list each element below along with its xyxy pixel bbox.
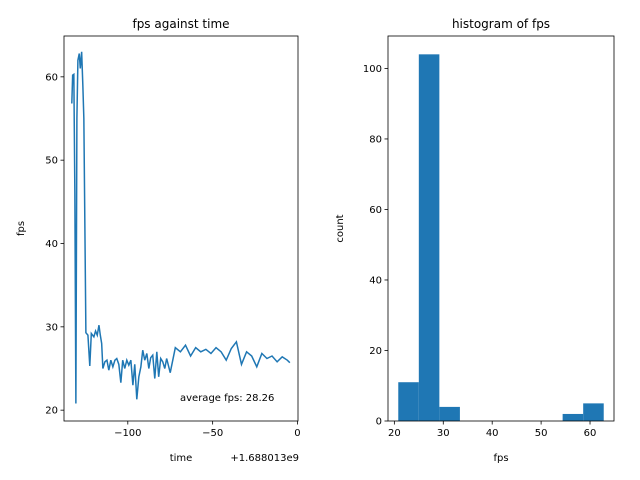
x-tick-label: −50	[202, 428, 223, 439]
hist-bar	[562, 413, 584, 421]
y-axis-label: fps	[16, 221, 27, 236]
y-tick-label: 30	[45, 322, 58, 333]
axes-frame	[387, 35, 615, 422]
x-tick-label: 30	[437, 428, 450, 439]
axes-frame	[63, 35, 299, 422]
y-tick-label: 40	[45, 239, 58, 250]
x-tick-label: 50	[535, 428, 548, 439]
y-tick-label: 40	[369, 275, 382, 286]
y-tick-label: 20	[45, 406, 58, 417]
y-tick-label: 60	[45, 72, 58, 83]
x-tick-label: 40	[486, 428, 499, 439]
x-tick-label: 60	[584, 428, 597, 439]
x-tick-label: −100	[114, 428, 141, 439]
hist-bar	[439, 406, 460, 421]
y-axis-label: count	[335, 214, 346, 242]
x-offset-label: +1.688013e9	[230, 453, 299, 464]
chart-title: fps against time	[132, 17, 229, 31]
hist-bar	[418, 54, 440, 421]
fps-line	[71, 51, 291, 404]
y-tick-label: 0	[376, 417, 382, 428]
hist-bar	[398, 382, 419, 421]
y-tick-label: 20	[369, 346, 382, 357]
x-axis-label: fps	[493, 453, 508, 464]
hist-bar	[583, 403, 604, 421]
x-tick-label: 20	[388, 428, 401, 439]
y-tick-label: 100	[363, 64, 382, 75]
x-axis-label: time	[170, 453, 193, 464]
chart-title: histogram of fps	[452, 17, 550, 31]
x-tick-label: 0	[294, 428, 300, 439]
y-tick-label: 60	[369, 205, 382, 216]
y-tick-label: 80	[369, 134, 382, 145]
y-tick-label: 50	[45, 156, 58, 167]
annotation: average fps: 28.26	[180, 393, 274, 404]
